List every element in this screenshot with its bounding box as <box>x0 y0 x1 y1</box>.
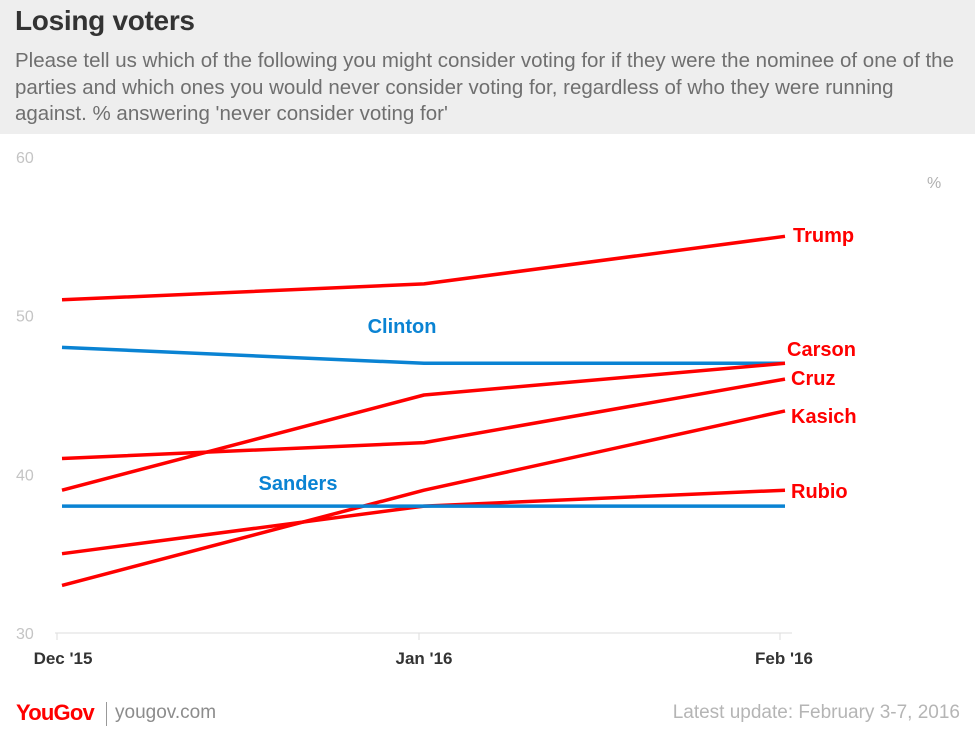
y-tick-label: 60 <box>16 150 34 167</box>
x-tick-label: Dec '15 <box>34 649 93 668</box>
series-label-clinton: Clinton <box>368 316 437 338</box>
series-label-trump: Trump <box>793 225 854 247</box>
chart-title: Losing voters <box>15 5 195 36</box>
y-tick-label: 30 <box>16 626 34 643</box>
x-tick-label: Jan '16 <box>396 649 453 668</box>
series-lines <box>61 234 786 588</box>
axes: 60 50 40 30% Dec '15 Jan '16 Feb '16 <box>16 150 941 668</box>
line-chart: 60 50 40 30% Dec '15 Jan '16 Feb '16 Trump Clin… <box>16 150 941 668</box>
footer-site-link[interactable]: yougov.com <box>115 702 217 723</box>
chart-subtitle: Please tell us which of the following yo… <box>15 49 954 125</box>
series-line-rubio <box>61 488 786 556</box>
series-label-sanders: Sanders <box>259 473 338 495</box>
footer-divider <box>106 702 107 726</box>
series-labels: Trump Clinton Carson Cruz Kasich Rubio Sanders <box>259 225 857 503</box>
series-label-cruz: Cruz <box>791 368 835 390</box>
yougov-logo: YouGov <box>16 700 95 725</box>
series-label-rubio: Rubio <box>791 481 848 503</box>
series-label-carson: Carson <box>787 339 856 361</box>
series-line-trump <box>61 234 786 302</box>
latest-update-text: Latest update: February 3-7, 2016 <box>672 702 960 723</box>
series-label-kasich: Kasich <box>791 406 857 428</box>
x-tick-label: Feb '16 <box>755 649 813 668</box>
series-line-clinton <box>61 345 785 366</box>
chart-header: Losing voters Please tell us which of th… <box>0 0 975 134</box>
series-line-cruz <box>61 377 786 461</box>
series-line-kasich <box>61 409 786 588</box>
y-tick-label: 50 <box>16 309 34 326</box>
y-tick-label: 40 <box>16 467 34 484</box>
unit-label: % <box>927 175 941 192</box>
series-line-carson <box>61 361 786 492</box>
